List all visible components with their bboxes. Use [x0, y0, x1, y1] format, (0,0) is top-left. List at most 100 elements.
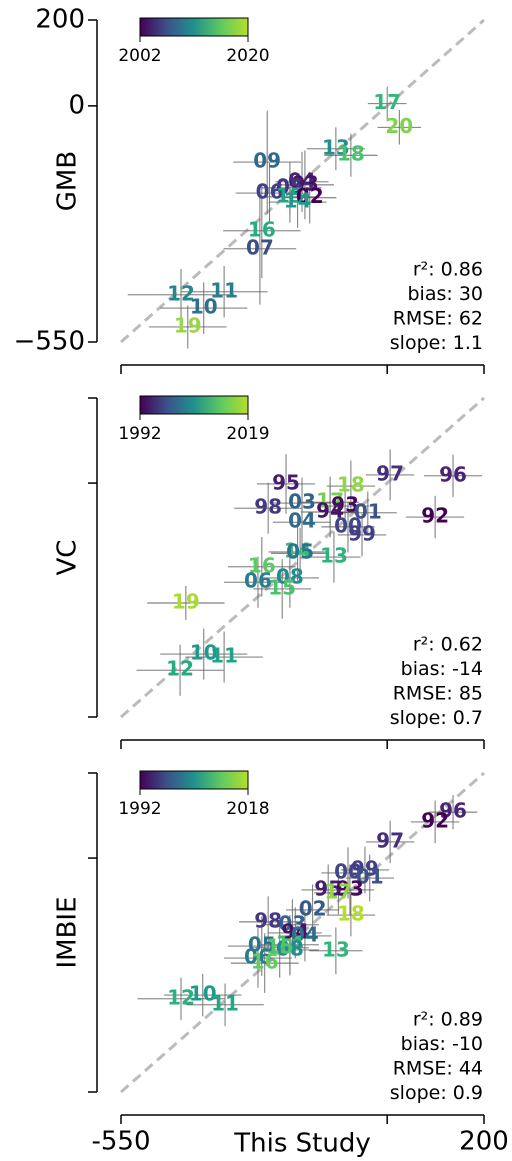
y-tick-label: 0	[68, 90, 85, 120]
point-label: 14	[284, 538, 312, 562]
point-label: 17	[373, 90, 401, 114]
point-label: 96	[439, 799, 467, 823]
point-label: 93	[331, 493, 359, 517]
point-label: 17	[324, 879, 352, 903]
point-label: 05	[286, 540, 314, 564]
point-label: 01	[354, 499, 382, 523]
point-label: 15	[276, 183, 304, 207]
point-label: 12	[166, 657, 194, 681]
point-label: 12	[167, 281, 195, 305]
point-label: 15	[268, 575, 296, 599]
point-label: 19	[172, 590, 200, 614]
point-label: 02	[299, 896, 327, 920]
point-label: 99	[348, 521, 376, 545]
point-label: 03	[288, 490, 316, 514]
point-label: 18	[337, 473, 365, 497]
point-label: 04	[288, 509, 316, 533]
point-label: 98	[254, 495, 282, 519]
point-label: 18	[337, 142, 365, 166]
point-label: 14	[276, 931, 304, 955]
point-label: 94	[281, 919, 309, 943]
point-label: 10	[189, 982, 217, 1006]
colorbar-tick-label: 2019	[226, 424, 269, 444]
colorbar	[139, 395, 249, 415]
point-label: 15	[266, 934, 294, 958]
point-label: 11	[210, 644, 238, 668]
point-label: 92	[421, 504, 449, 528]
stat-text: r²: 0.86	[413, 259, 483, 281]
colorbar-tick-label: 2018	[226, 799, 269, 819]
point-label: 97	[376, 828, 404, 852]
point-label: 00	[334, 513, 362, 537]
stat-text: r²: 0.89	[413, 1009, 483, 1031]
point-label: 96	[439, 462, 467, 486]
point-label: 05	[248, 933, 276, 957]
point-label: 99	[351, 856, 379, 880]
y-tick-label: −550	[14, 327, 85, 357]
stat-text: slope: 0.9	[390, 1082, 483, 1104]
stat-text: slope: 0.7	[390, 707, 483, 729]
point-label: 13	[322, 937, 350, 961]
colorbar	[139, 17, 249, 37]
point-label: 10	[190, 295, 218, 319]
point-label: 93	[336, 876, 364, 900]
x-tick-label: -550	[91, 1127, 150, 1157]
point-label: 06	[244, 569, 272, 593]
point-label: 01	[356, 865, 384, 889]
point-label: 92	[421, 808, 449, 832]
point-label: 03	[278, 911, 306, 935]
point-label: 08	[276, 564, 304, 588]
point-label: 18	[337, 902, 365, 926]
point-label: 11	[211, 991, 239, 1015]
point-label: 17	[316, 489, 344, 513]
point-label: 05	[276, 174, 304, 198]
stat-text: bias: 30	[408, 283, 484, 305]
stat-text: RMSE: 62	[393, 308, 483, 330]
point-label: 03	[291, 171, 319, 195]
point-label: 97	[376, 461, 404, 485]
x-axis-label: This Study	[233, 1129, 370, 1159]
point-label: 13	[320, 544, 348, 568]
point-label: 12	[167, 985, 195, 1009]
point-label: 06	[244, 945, 272, 969]
point-label: 98	[254, 908, 282, 932]
colorbar	[139, 770, 249, 790]
point-label: 95	[272, 470, 300, 494]
point-label: 04	[288, 168, 316, 192]
stat-text: r²: 0.62	[413, 634, 483, 656]
point-label: 07	[246, 235, 274, 259]
y-tick-label: 200	[35, 5, 85, 35]
stat-text: bias: -10	[401, 1033, 483, 1055]
point-label: 95	[314, 876, 342, 900]
stat-text: RMSE: 44	[393, 1058, 483, 1080]
point-label: 04	[291, 922, 319, 946]
y-axis-label: IMBIE	[53, 896, 83, 968]
point-label: 14	[284, 189, 312, 213]
y-axis-label: VC	[53, 540, 83, 576]
point-label: 19	[174, 313, 202, 337]
point-label: 13	[322, 135, 350, 159]
colorbar-tick-label: 2020	[226, 46, 269, 66]
point-label: 08	[276, 936, 304, 960]
point-label: 16	[248, 217, 276, 241]
point-label: 11	[210, 278, 238, 302]
stat-text: bias: -14	[401, 658, 483, 680]
one-to-one-line	[120, 18, 485, 344]
point-label: 16	[248, 553, 276, 577]
x-tick-label: 200	[459, 1127, 509, 1157]
point-label: 20	[385, 114, 413, 138]
point-label: 06	[256, 180, 284, 204]
colorbar-tick-label: 1992	[118, 424, 161, 444]
point-label: 02	[296, 184, 324, 208]
point-label: 94	[316, 498, 344, 522]
colorbar-tick-label: 2002	[118, 46, 161, 66]
colorbar-tick-label: 1992	[118, 799, 161, 819]
point-label: 16	[251, 950, 279, 974]
point-label: 10	[190, 641, 218, 665]
stat-text: RMSE: 85	[393, 683, 483, 705]
point-label: 09	[253, 149, 281, 173]
